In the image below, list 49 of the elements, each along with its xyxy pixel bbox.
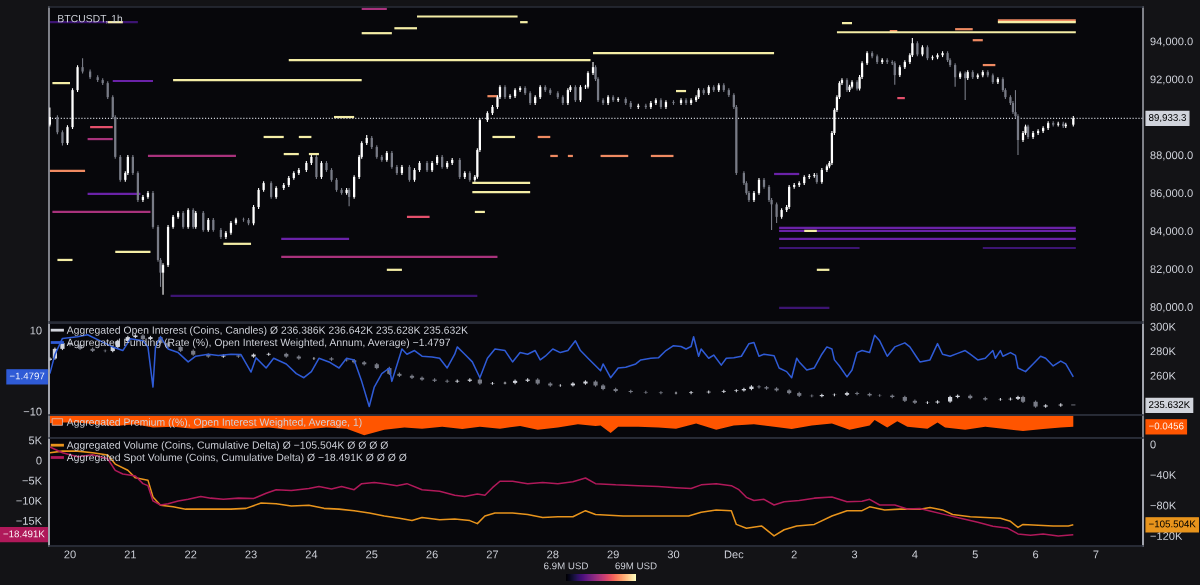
x-tick-label: 25	[366, 550, 378, 559]
legend-label: Aggregated Open Interest (Coins, Candles) Ø 236.386K 236.642K 235.628K 235.632K	[66, 326, 468, 336]
x-tick-label: 22	[185, 550, 197, 559]
x-tick-label: 20	[64, 550, 76, 559]
x-tick-label: 28	[547, 550, 559, 559]
legend-label: Aggregated Volume (Coins, Cumulative Delta) Ø −105.504K Ø Ø Ø Ø	[66, 441, 388, 451]
x-tick-label: 23	[245, 550, 257, 559]
y-tick-label: 0	[36, 456, 42, 465]
color-bar-label: 69M USD	[615, 562, 657, 570]
text: −0.0456	[1149, 422, 1184, 430]
x-tick-label: 29	[607, 550, 619, 559]
y-tick-label: 10	[30, 326, 42, 335]
y2-tick-label: 260K	[1150, 371, 1176, 380]
x-tick-label: 26	[426, 550, 438, 559]
x-tick-label: 30	[667, 550, 680, 559]
y2-tick-label: −40K	[1150, 471, 1177, 479]
x-tick-label: 7	[1093, 550, 1099, 559]
y2-tick-label: −80K	[1150, 501, 1177, 510]
y-tick-label: 88,000.0	[1150, 151, 1193, 161]
y-tick-label: 94,000.0	[1150, 37, 1193, 47]
text: −1.4797	[9, 372, 45, 380]
x-tick-label: 27	[486, 550, 499, 559]
x-tick-label: 6	[1033, 550, 1039, 559]
y-tick-label: 5K	[28, 436, 42, 445]
color-bar-label: 6.9M USD	[544, 562, 588, 570]
y-tick-label: 82,000.0	[1150, 265, 1193, 275]
x-tick-label: 21	[124, 550, 136, 559]
x-tick-label: Dec	[724, 550, 744, 559]
y2-tick-label: 280K	[1150, 347, 1176, 356]
y-tick-label: 80,000.0	[1150, 303, 1193, 313]
y2-tick-label: −120K	[1150, 532, 1183, 540]
y-tick-label: −5K	[22, 476, 42, 485]
y-tick-label: −10K	[16, 496, 42, 505]
text: BTCUSDT, 1h	[58, 14, 123, 24]
y-tick-label: 86,000.0	[1150, 189, 1193, 199]
x-tick-label: 24	[305, 550, 318, 559]
x-tick-label: 2	[791, 550, 797, 559]
y-tick-label: −15K	[16, 517, 42, 525]
x-tick-label: 4	[912, 550, 918, 559]
y-tick-label: −10	[23, 407, 42, 416]
x-tick-label: 5	[972, 550, 978, 559]
x-tick-label: 3	[851, 550, 858, 559]
ref-line-label: 89,933.3	[1148, 114, 1186, 123]
text: −18.491K	[3, 530, 45, 538]
text: −105.504K	[1149, 520, 1196, 528]
text: 235.632K	[1149, 401, 1191, 409]
y-tick-label: 92,000.0	[1150, 75, 1193, 85]
y-tick-label: 84,000.0	[1150, 227, 1193, 237]
y2-tick-label: 300K	[1150, 322, 1176, 331]
